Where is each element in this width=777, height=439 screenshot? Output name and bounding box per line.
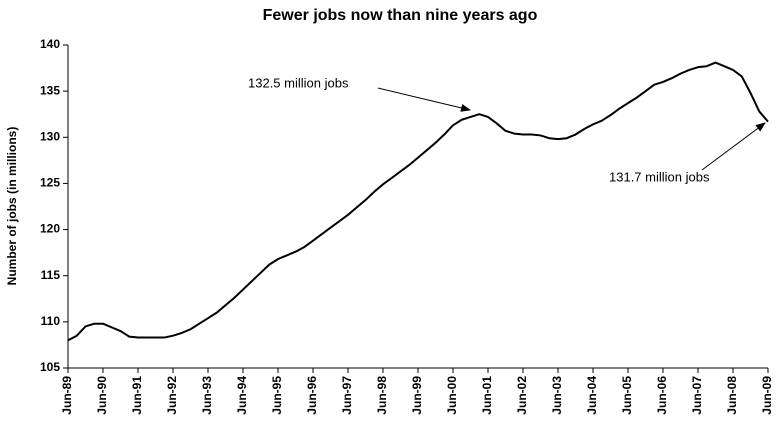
x-tick-label: Jun-08 bbox=[725, 376, 739, 415]
y-tick-label: 120 bbox=[40, 222, 60, 236]
y-tick-label: 110 bbox=[41, 314, 61, 328]
y-tick-label: 105 bbox=[40, 360, 60, 374]
x-tick-label: Jun-07 bbox=[690, 376, 704, 415]
x-tick-label: Jun-09 bbox=[760, 376, 774, 415]
y-tick-label: 140 bbox=[40, 37, 60, 51]
data-line bbox=[67, 61, 769, 342]
x-tick-label: Jun-97 bbox=[340, 376, 354, 415]
y-tick-label: 115 bbox=[41, 268, 61, 282]
x-tick-label: Jun-96 bbox=[305, 376, 319, 415]
x-tick-label: Jun-90 bbox=[95, 376, 109, 415]
y-tick-label: 125 bbox=[40, 176, 60, 190]
annotation-arrow bbox=[377, 87, 471, 112]
y-tick-label: 130 bbox=[40, 129, 60, 143]
x-tick-label: Jun-89 bbox=[60, 376, 74, 415]
x-tick-label: Jun-94 bbox=[235, 376, 249, 415]
x-tick-label: Jun-98 bbox=[375, 376, 389, 415]
x-tick-label: Jun-93 bbox=[200, 376, 214, 415]
annotation: 131.7 million jobs bbox=[609, 169, 710, 184]
x-tick-label: Jun-00 bbox=[445, 376, 459, 415]
x-tick-label: Jun-95 bbox=[270, 376, 284, 415]
y-tick-label: 135 bbox=[40, 83, 60, 97]
chart-title: Fewer jobs now than nine years ago bbox=[263, 7, 538, 24]
x-tick-label: Jun-01 bbox=[480, 376, 494, 415]
x-tick-label: Jun-02 bbox=[515, 376, 529, 415]
annotation-arrow bbox=[701, 122, 766, 171]
y-axis-title: Number of jobs (in millions) bbox=[5, 127, 19, 286]
x-tick-label: Jun-92 bbox=[165, 376, 179, 415]
x-tick-label: Jun-06 bbox=[655, 376, 669, 415]
x-tick-label: Jun-04 bbox=[585, 376, 599, 415]
x-tick-label: Jun-05 bbox=[620, 376, 634, 415]
annotation: 132.5 million jobs bbox=[248, 75, 349, 90]
x-tick-label: Jun-99 bbox=[410, 376, 424, 415]
x-tick-label: Jun-91 bbox=[130, 376, 144, 415]
x-tick-label: Jun-03 bbox=[550, 376, 564, 415]
